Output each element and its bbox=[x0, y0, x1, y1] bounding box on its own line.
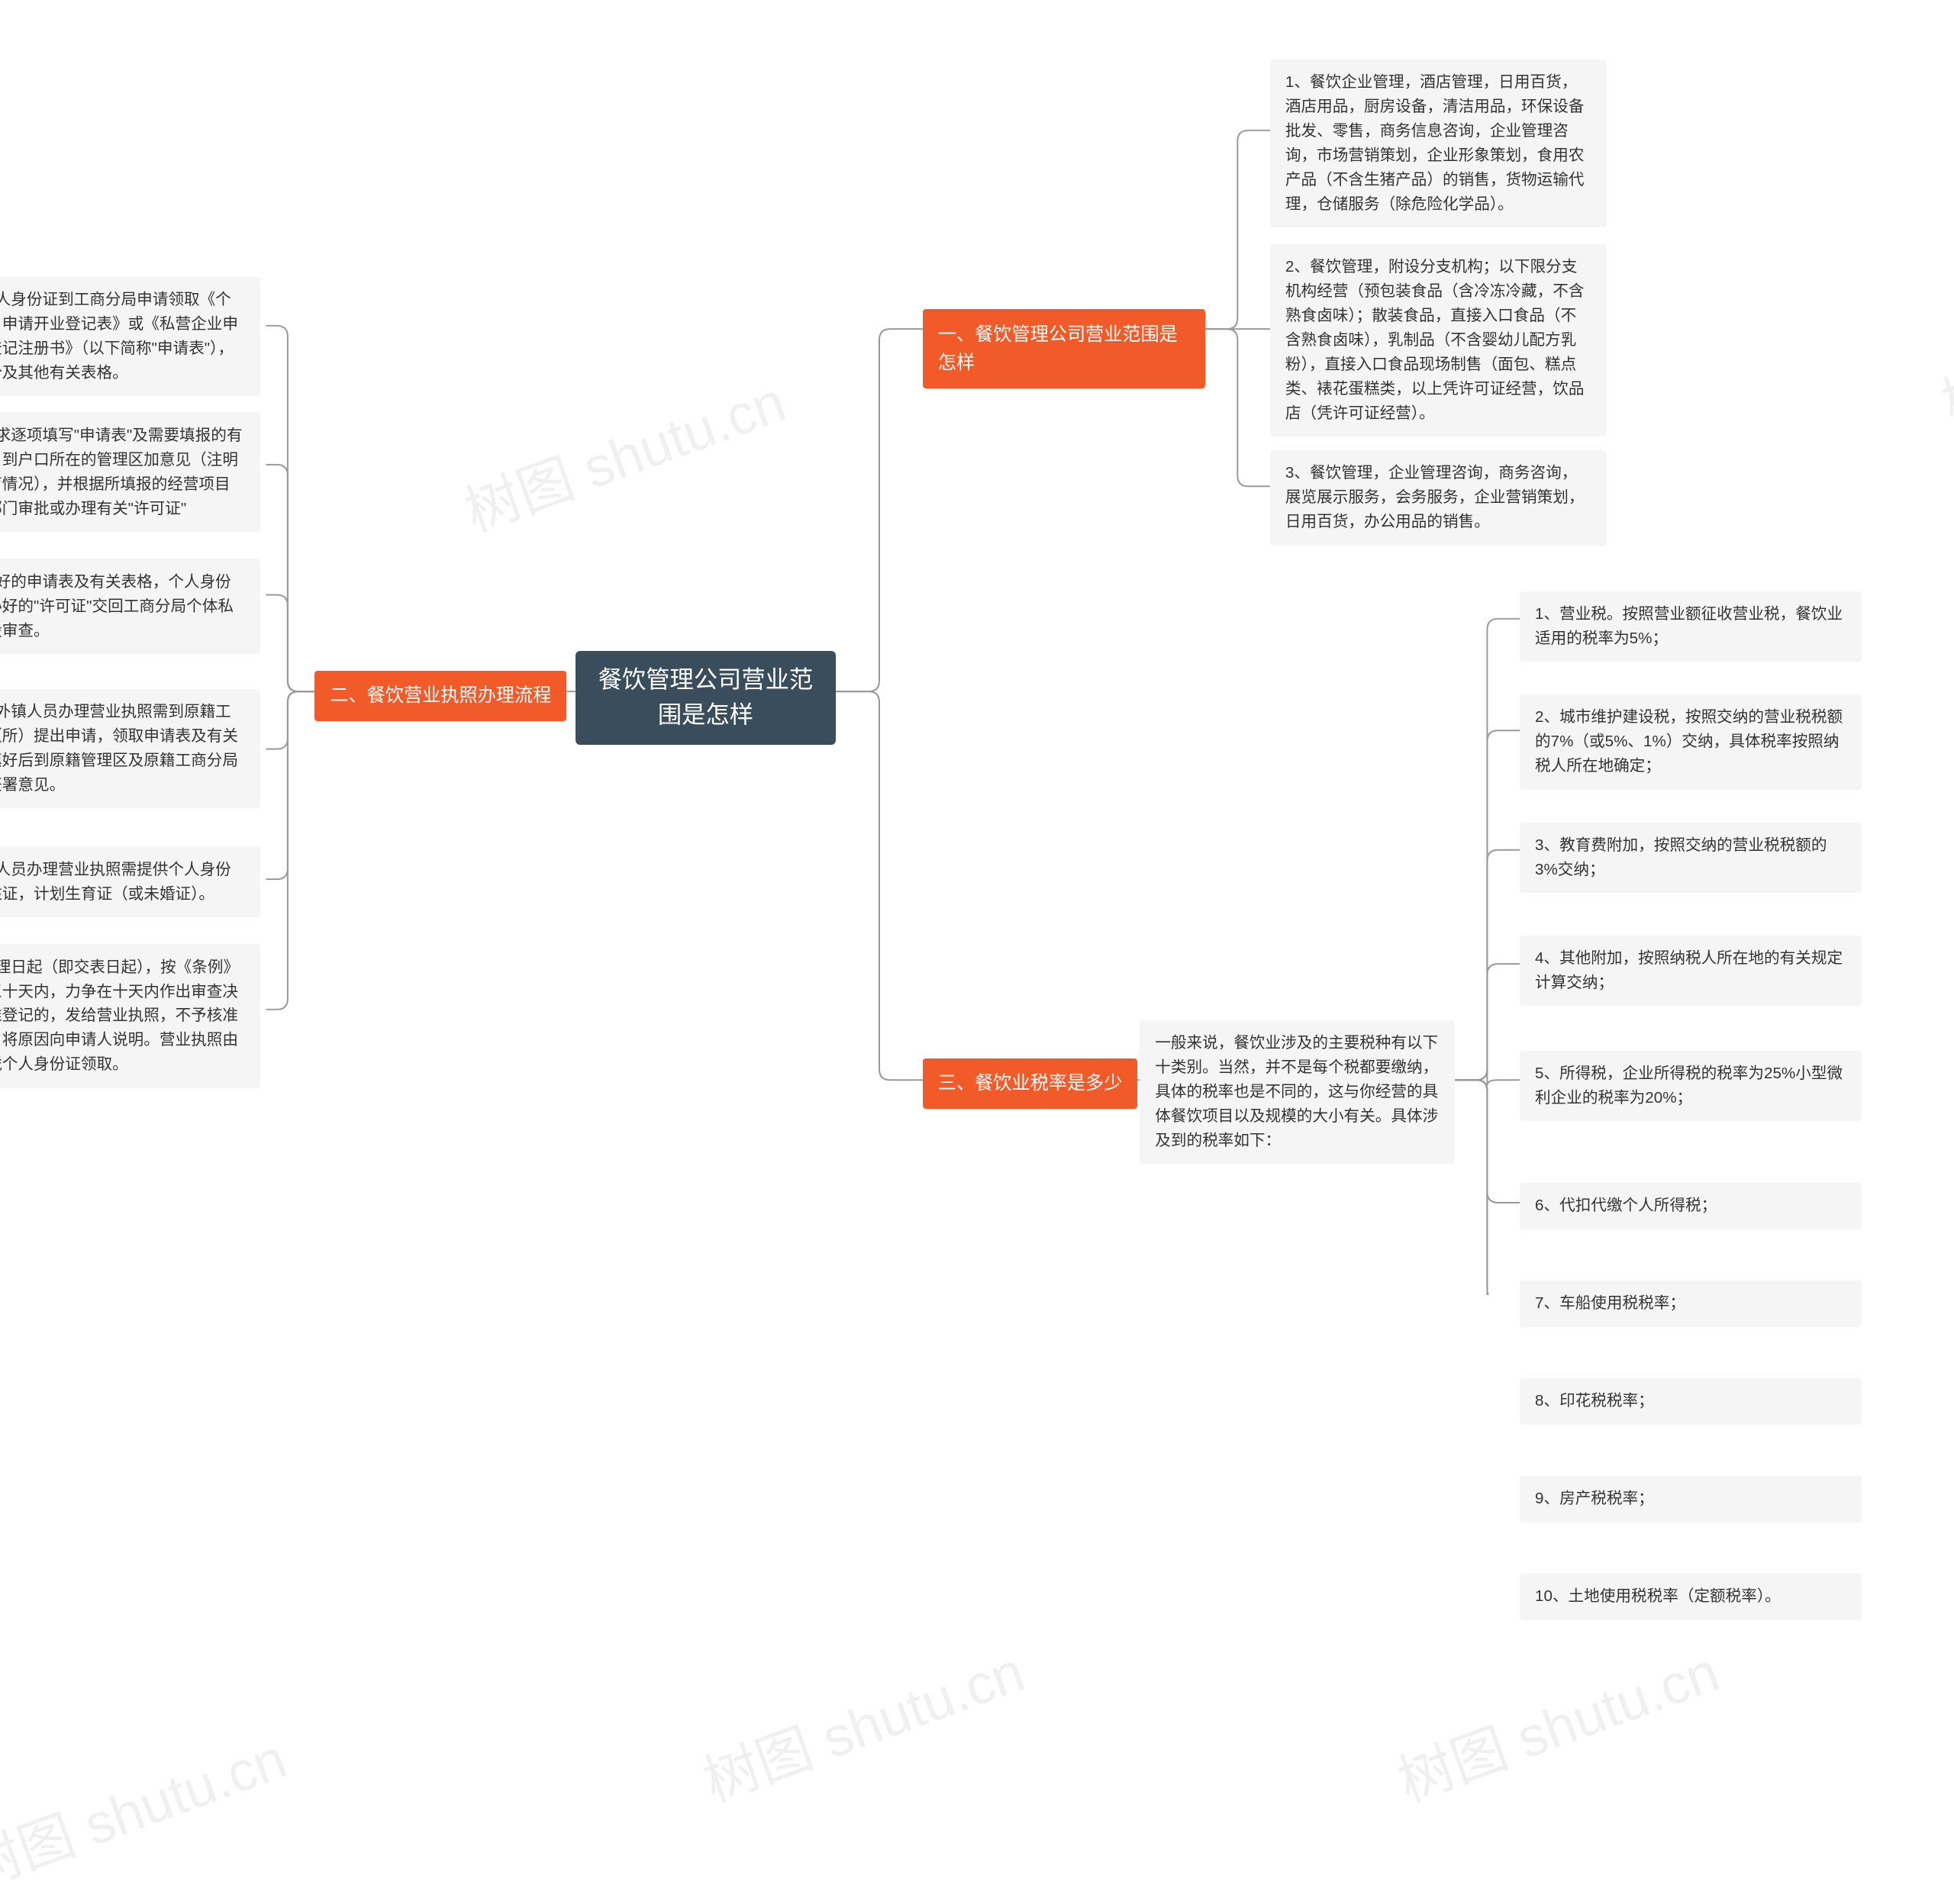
leaf-text: 1、餐饮企业管理，酒店管理，日用百货，酒店用品，厨房设备，清洁用品，环保设备批发… bbox=[1285, 73, 1585, 213]
leaf-text: 一般来说，餐饮业涉及的主要税种有以下十类别。当然，并不是每个税都要缴纳，具体的税… bbox=[1155, 1034, 1438, 1149]
scope-item-1: 1、餐饮企业管理，酒店管理，日用百货，酒店用品，厨房设备，清洁用品，环保设备批发… bbox=[1270, 60, 1607, 227]
tax-item-10: 10、土地使用税税率（定额税率）。 bbox=[1520, 1574, 1862, 1619]
watermark: 树图 shutu.cn bbox=[692, 1627, 1034, 1817]
tax-intro: 一般来说，餐饮业涉及的主要税种有以下十类别。当然，并不是每个税都要缴纳，具体的税… bbox=[1140, 1020, 1454, 1164]
leaf-text: 2、按要求逐项填写"申请表"及需要填报的有关表格，到户口所在的管理区加意见（注明… bbox=[0, 427, 242, 517]
license-item-5: 5、市外人员办理营业执照需提供个人身份证，暂住证，计划生育证（或未婚证）。 bbox=[0, 846, 260, 917]
branch-tax[interactable]: 三、餐饮业税率是多少 bbox=[923, 1058, 1137, 1109]
leaf-text: 4、市内外镇人员办理营业执照需到原籍工商分局（所）提出申请，领取申请表及有关表格… bbox=[0, 703, 238, 794]
tax-item-3: 3、教育费附加，按照交纳的营业税税额的3%交纳； bbox=[1520, 823, 1862, 893]
leaf-text: 1、营业税。按照营业额征收营业税，餐饮业适用的税率为5%； bbox=[1535, 605, 1843, 647]
tax-item-4: 4、其他附加，按照纳税人所在地的有关规定计算交纳； bbox=[1520, 936, 1862, 1006]
scope-item-2: 2、餐饮管理，附设分支机构；以下限分支机构经营（预包装食品（含冷冻冷藏，不含熟食… bbox=[1270, 244, 1607, 437]
branch-label: 一、餐饮管理公司营业范围是怎样 bbox=[938, 324, 1178, 373]
leaf-text: 3、餐饮管理，企业管理咨询，商务咨询，展览展示服务，会务服务，企业营销策划，日用… bbox=[1285, 464, 1585, 530]
scope-item-3: 3、餐饮管理，企业管理咨询，商务咨询，展览展示服务，会务服务，企业营销策划，日用… bbox=[1270, 450, 1607, 545]
tax-item-8: 8、印花税税率； bbox=[1520, 1378, 1862, 1424]
root-label: 餐饮管理公司营业范围是怎样 bbox=[598, 666, 813, 729]
tax-item-5: 5、所得税，企业所得税的税率为25%小型微利企业的税率为20%； bbox=[1520, 1051, 1862, 1121]
tax-item-7: 7、车船使用税税率； bbox=[1520, 1281, 1862, 1326]
leaf-text: 7、车船使用税税率； bbox=[1535, 1294, 1685, 1312]
leaf-text: 2、城市维护建设税，按照交纳的营业税税额的7%（或5%、1%）交纳，具体税率按照… bbox=[1535, 708, 1843, 775]
leaf-text: 5、所得税，企业所得税的税率为25%小型微利企业的税率为20%； bbox=[1535, 1065, 1843, 1107]
license-item-1: 1、凭个人身份证到工商分局申请领取《个体工商户申请开业登记表》或《私营企业申请开… bbox=[0, 277, 260, 396]
branch-label: 三、餐饮业税率是多少 bbox=[938, 1073, 1123, 1094]
branch-scope[interactable]: 一、餐饮管理公司营业范围是怎样 bbox=[923, 309, 1205, 388]
branch-license[interactable]: 二、餐饮营业执照办理流程 bbox=[314, 671, 566, 721]
watermark: 树图 shutu.cn bbox=[0, 1714, 295, 1904]
tax-item-9: 9、房产税税率； bbox=[1520, 1476, 1862, 1522]
leaf-text: 1、凭个人身份证到工商分局申请领取《个体工商户申请开业登记表》或《私营企业申请开… bbox=[0, 291, 238, 382]
watermark: 树图 shutu.cn bbox=[453, 357, 795, 547]
leaf-text: 4、其他附加，按照纳税人所在地的有关规定计算交纳； bbox=[1535, 949, 1843, 991]
tax-item-1: 1、营业税。按照营业额征收营业税，餐饮业适用的税率为5%； bbox=[1520, 591, 1862, 662]
leaf-text: 10、土地使用税税率（定额税率）。 bbox=[1535, 1587, 1781, 1605]
leaf-text: 2、餐饮管理，附设分支机构；以下限分支机构经营（预包装食品（含冷冻冷藏，不含熟食… bbox=[1285, 258, 1585, 422]
leaf-text: 6、从受理日起（即交表日起），按《条例》规定在三十天内，力争在十天内作出审查决定… bbox=[0, 958, 239, 1074]
branch-label: 二、餐饮营业执照办理流程 bbox=[330, 685, 551, 706]
mindmap-root[interactable]: 餐饮管理公司营业范围是怎样 bbox=[576, 651, 836, 744]
leaf-text: 8、印花税税率； bbox=[1535, 1392, 1654, 1409]
license-item-4: 4、市内外镇人员办理营业执照需到原籍工商分局（所）提出申请，领取申请表及有关表格… bbox=[0, 689, 260, 808]
license-item-2: 2、按要求逐项填写"申请表"及需要填报的有关表格，到户口所在的管理区加意见（注明… bbox=[0, 412, 260, 531]
leaf-text: 9、房产税税率； bbox=[1535, 1490, 1654, 1507]
leaf-text: 3、教育费附加，按照交纳的营业税税额的3%交纳； bbox=[1535, 836, 1827, 878]
tax-item-2: 2、城市维护建设税，按照交纳的营业税税额的7%（或5%、1%）交纳，具体税率按照… bbox=[1520, 694, 1862, 789]
watermark: 树图 shutu.cn bbox=[1386, 1627, 1729, 1817]
license-item-3: 3、将填好的申请表及有关表格，个人身份证及已办好的"许可证"交回工商分局个体私营… bbox=[0, 559, 260, 653]
leaf-text: 3、将填好的申请表及有关表格，个人身份证及已办好的"许可证"交回工商分局个体私营… bbox=[0, 573, 234, 639]
license-item-6: 6、从受理日起（即交表日起），按《条例》规定在三十天内，力争在十天内作出审查决定… bbox=[0, 944, 260, 1087]
watermark: 树图 shutu.cn bbox=[1929, 249, 1954, 439]
leaf-text: 6、代扣代缴个人所得税； bbox=[1535, 1197, 1717, 1214]
tax-item-6: 6、代扣代缴个人所得税； bbox=[1520, 1183, 1862, 1229]
leaf-text: 5、市外人员办理营业执照需提供个人身份证，暂住证，计划生育证（或未婚证）。 bbox=[0, 861, 231, 903]
